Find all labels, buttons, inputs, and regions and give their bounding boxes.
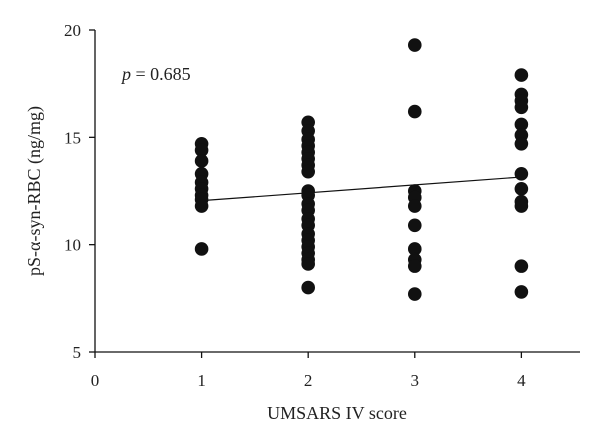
data-point [407,259,422,273]
data-point [301,280,315,295]
data-point [514,259,529,273]
y-ticks: 5 10 15 20 [64,21,95,362]
data-point [194,242,209,256]
data-point [514,167,529,181]
y-tick-label: 15 [64,128,81,147]
data-point [514,68,529,82]
data-point [407,104,422,119]
p-value-text: = 0.685 [131,64,191,84]
x-axis-label: UMSARS IV score [267,403,407,423]
trend-line [201,176,522,202]
x-tick-label: 3 [411,371,420,390]
x-tick-label: 4 [517,371,526,390]
data-point [301,164,315,179]
data-point [407,199,422,213]
y-tick-label: 5 [73,343,82,362]
p-value-symbol: p [120,64,131,84]
p-value-annotation: p = 0.685 [120,64,191,84]
data-points [194,38,529,301]
data-point [514,199,529,213]
data-point [301,257,315,271]
data-point [514,117,529,132]
data-point [407,218,422,233]
data-point [514,285,529,299]
y-axis-label: pS-α-syn-RBC (ng/mg) [24,106,45,276]
x-tick-label: 1 [197,371,206,390]
data-point [514,100,529,115]
x-tick-label: 0 [91,371,100,390]
x-ticks: 0 1 2 3 4 [91,352,526,390]
data-point [514,136,529,151]
x-tick-label: 2 [304,371,313,390]
data-point [194,199,209,213]
data-point [514,182,529,196]
y-tick-label: 10 [64,236,81,255]
y-tick-label: 20 [64,21,81,40]
data-point [407,38,422,52]
data-point [194,154,209,168]
data-point [407,287,422,301]
data-point [407,242,422,256]
data-point [194,143,209,158]
